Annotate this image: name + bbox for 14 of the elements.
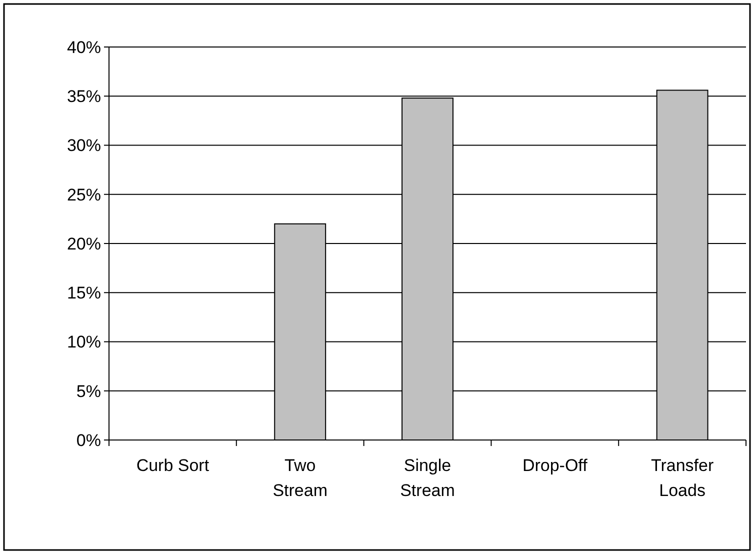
y-tick-label: 5% — [76, 382, 101, 401]
x-tick-label: Two Stream — [272, 456, 328, 500]
y-tick-label: 40% — [66, 38, 101, 57]
x-tick-label: Curb Sort — [136, 456, 210, 475]
y-tick-label: 0% — [76, 430, 101, 450]
x-tick-label: Single Stream — [400, 456, 455, 500]
x-tick-label: Drop-Off — [522, 456, 588, 475]
x-tick-label: Transfer Loads — [650, 456, 714, 500]
y-tick-label: 25% — [66, 185, 101, 204]
y-tick-label: 35% — [66, 87, 101, 106]
y-tick-label: 10% — [66, 332, 101, 352]
y-tick-label: 15% — [66, 284, 101, 303]
y-tick-label: 30% — [66, 136, 101, 156]
y-tick-label: 20% — [66, 234, 101, 254]
